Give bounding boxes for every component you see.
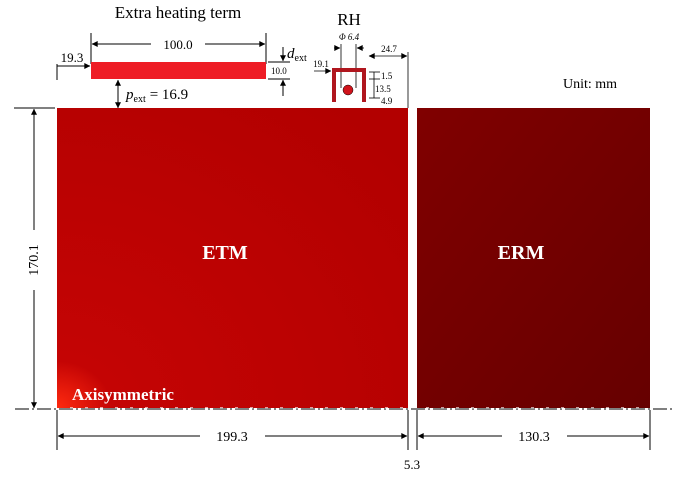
p-ext-label: pext = 16.9 — [125, 87, 188, 105]
rh-diameter-label: Φ 6.4 — [339, 32, 360, 42]
height-label: 170.1 — [27, 244, 42, 276]
d-ext-label: dext — [287, 46, 307, 64]
rh-heater-shape — [332, 68, 366, 102]
axisymmetric-label: Axisymmetric — [72, 385, 174, 404]
extra-heating-bar — [91, 62, 266, 79]
erm-domain — [417, 108, 650, 408]
rh-c-label: 4.9 — [381, 96, 393, 106]
unit-label: Unit: mm — [563, 77, 617, 92]
rh-right-label: 24.7 — [381, 44, 397, 54]
heater-offset-label: 19.3 — [61, 50, 84, 65]
gap-label: 5.3 — [404, 457, 420, 472]
rh-heater-ball — [342, 84, 354, 96]
etm-width-label: 199.3 — [216, 430, 248, 445]
rh-a-label: 1.5 — [381, 71, 393, 81]
etm-domain — [57, 108, 408, 408]
d-ext-value: 10.0 — [271, 66, 287, 76]
rh-b-label: 13.5 — [375, 84, 391, 94]
erm-label: ERM — [498, 242, 545, 264]
rh-x-label: 19.1 — [313, 59, 329, 69]
heater-length-label: 100.0 — [163, 37, 192, 52]
extra-heating-title: Extra heating term — [115, 3, 242, 22]
erm-width-label: 130.3 — [518, 430, 550, 445]
rh-title: RH — [337, 10, 361, 29]
etm-label: ETM — [202, 242, 248, 264]
